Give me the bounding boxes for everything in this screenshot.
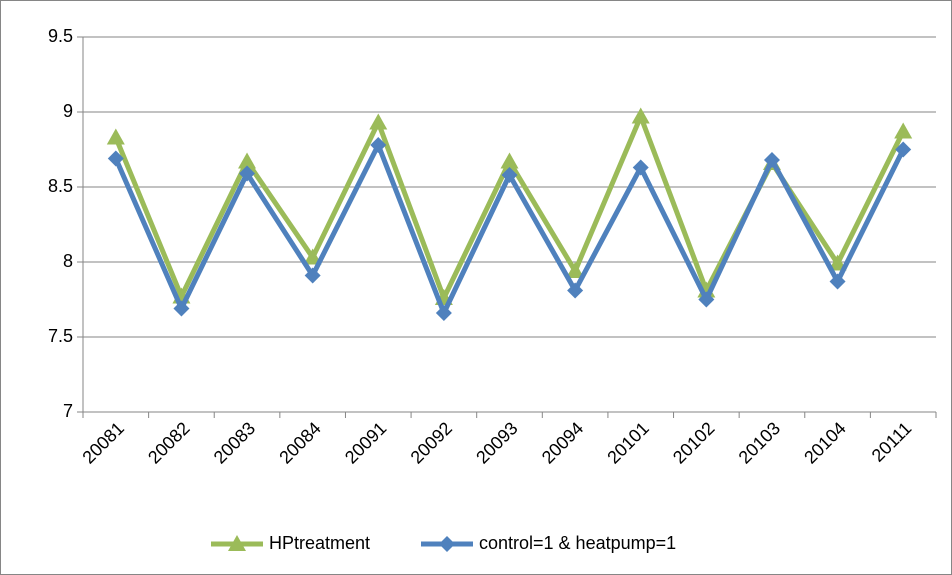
marker — [303, 248, 322, 265]
marker — [439, 536, 455, 552]
marker — [828, 254, 847, 271]
marker — [173, 300, 190, 317]
marker — [895, 141, 912, 158]
marker — [369, 113, 388, 130]
marker — [829, 273, 846, 290]
marker — [567, 282, 584, 299]
marker — [763, 152, 780, 168]
y-tick-label: 8.5 — [48, 176, 73, 196]
marker — [239, 165, 256, 182]
marker — [501, 167, 518, 183]
marker — [631, 107, 650, 124]
legend-label: HPtreatment — [269, 533, 370, 553]
y-tick-label: 8 — [63, 251, 73, 271]
marker — [632, 159, 649, 176]
marker — [370, 137, 387, 153]
marker — [566, 262, 585, 278]
marker — [894, 122, 913, 139]
y-tick-label: 9.5 — [48, 26, 73, 46]
marker — [106, 128, 125, 145]
marker — [228, 535, 246, 551]
marker — [500, 152, 519, 169]
y-tick-label: 9 — [63, 101, 73, 121]
legend: HPtreatment control=1 & heatpump=1 — [211, 533, 676, 553]
y-tick-label: 7 — [63, 401, 73, 421]
marker — [698, 291, 715, 308]
marker — [304, 267, 321, 284]
legend-label: control=1 & heatpump=1 — [479, 533, 676, 553]
marker — [238, 152, 257, 169]
marker — [107, 150, 124, 167]
marker — [435, 305, 452, 321]
y-tick-label: 7.5 — [48, 326, 73, 346]
